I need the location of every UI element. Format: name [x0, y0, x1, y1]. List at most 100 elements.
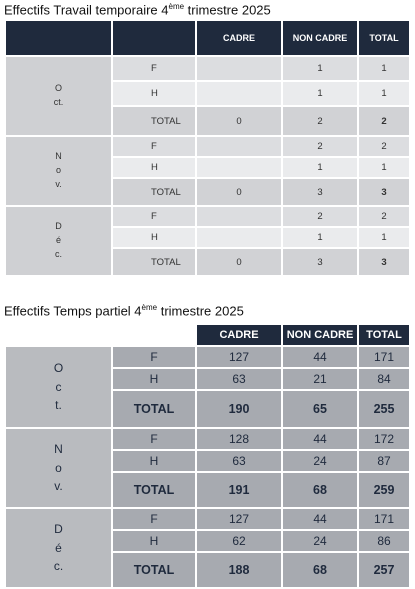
non-cadre-value: 24	[283, 531, 359, 553]
cadre-value: 63	[197, 451, 283, 473]
row-label: H	[113, 228, 197, 249]
month-cell: Déc.	[6, 207, 113, 277]
month-cell: Oct.	[6, 57, 113, 137]
non-cadre-value: 68	[283, 473, 359, 509]
row-label: F	[113, 57, 197, 82]
table-row: Déc. F 2 2	[6, 207, 411, 277]
row-label: H	[113, 82, 197, 107]
table-row: Nov. F 128 44 172	[6, 429, 411, 509]
total-value: 2	[359, 107, 411, 137]
total-value: 1	[359, 158, 411, 179]
row-label: H	[113, 369, 197, 391]
non-cadre-value: 3	[283, 179, 359, 207]
total-value: 86	[359, 531, 411, 553]
table-row: H 1 1	[6, 228, 411, 249]
row-label: F	[113, 347, 197, 369]
header-total: TOTAL	[359, 325, 411, 347]
row-label: TOTAL	[113, 473, 197, 509]
cadre-value: 62	[197, 531, 283, 553]
header-blank-type	[113, 21, 197, 57]
cadre-value: 0	[197, 179, 283, 207]
total-value: 1	[359, 57, 411, 82]
total-value: 87	[359, 451, 411, 473]
header-row: CADRE NON CADRE TOTAL	[6, 325, 411, 347]
header-row: CADRE NON CADRE TOTAL	[6, 21, 411, 57]
table-row: Nov. F 2 2	[6, 137, 411, 207]
cadre-value: 128	[197, 429, 283, 451]
row-label: TOTAL	[113, 107, 197, 137]
cadre-value: 190	[197, 391, 283, 429]
non-cadre-value: 1	[283, 228, 359, 249]
row-label: TOTAL	[113, 249, 197, 277]
cadre-value: 191	[197, 473, 283, 509]
month-label: Oct.	[53, 83, 64, 107]
cadre-value: 0	[197, 249, 283, 277]
table-row: Déc. F 127 44 171	[6, 509, 411, 589]
total-value: 255	[359, 391, 411, 429]
non-cadre-value: 24	[283, 451, 359, 473]
part-time-table: CADRE NON CADRE TOTAL Oct. F 127 44 171 …	[6, 325, 411, 589]
non-cadre-value: 3	[283, 249, 359, 277]
non-cadre-value: 65	[283, 391, 359, 429]
table1-title: Effectifs Travail temporaire 4ème trimes…	[4, 2, 271, 17]
header-blank-month	[6, 325, 113, 347]
non-cadre-value: 1	[283, 57, 359, 82]
total-value: 257	[359, 553, 411, 589]
table1-title-end: trimestre 2025	[184, 2, 271, 18]
table-row: H 1 1	[6, 158, 411, 179]
row-label: F	[113, 429, 197, 451]
total-row: TOTAL 0 2 2	[6, 107, 411, 137]
table-row: Oct. F 127 44 171	[6, 347, 411, 429]
total-row: TOTAL 0 3 3	[6, 249, 411, 277]
month-label: Nov.	[54, 442, 63, 494]
table-row: H 62 24 86	[6, 531, 411, 553]
non-cadre-value: 44	[283, 347, 359, 369]
month-label: Oct.	[53, 361, 64, 413]
cadre-value	[197, 57, 283, 82]
header-total: TOTAL	[359, 21, 411, 57]
month-label: Déc.	[53, 522, 64, 574]
table1-title-main: Effectifs Travail temporaire 4	[4, 2, 169, 18]
cadre-value: 188	[197, 553, 283, 589]
total-value: 1	[359, 82, 411, 107]
row-label: F	[113, 207, 197, 228]
table-row: H 63 21 84	[6, 369, 411, 391]
total-value: 2	[359, 207, 411, 228]
temporary-work-table: CADRE NON CADRE TOTAL Oct. F 1 1 H 1 1 T…	[6, 21, 411, 277]
total-value: 259	[359, 473, 411, 509]
total-value: 3	[359, 249, 411, 277]
total-value: 171	[359, 347, 411, 369]
row-label: H	[113, 531, 197, 553]
row-label: H	[113, 451, 197, 473]
non-cadre-value: 1	[283, 82, 359, 107]
header-cadre: CADRE	[197, 21, 283, 57]
table-row: H 63 24 87	[6, 451, 411, 473]
cadre-value: 0	[197, 107, 283, 137]
total-value: 171	[359, 509, 411, 531]
cadre-value	[197, 82, 283, 107]
total-value: 172	[359, 429, 411, 451]
total-value: 1	[359, 228, 411, 249]
row-label: TOTAL	[113, 553, 197, 589]
total-row: TOTAL 191 68 259	[6, 473, 411, 509]
row-label: TOTAL	[113, 179, 197, 207]
total-value: 84	[359, 369, 411, 391]
table2-title-sup: ème	[141, 303, 158, 312]
total-row: TOTAL 0 3 3	[6, 179, 411, 207]
non-cadre-value: 44	[283, 429, 359, 451]
row-label: F	[113, 137, 197, 158]
non-cadre-value: 44	[283, 509, 359, 531]
table-row: Oct. F 1 1	[6, 57, 411, 137]
row-label: H	[113, 158, 197, 179]
month-cell: Nov.	[6, 137, 113, 207]
non-cadre-value: 68	[283, 553, 359, 589]
cadre-value: 127	[197, 509, 283, 531]
table1-title-sup: ème	[168, 2, 185, 11]
cadre-value	[197, 158, 283, 179]
total-value: 3	[359, 179, 411, 207]
month-cell: Oct.	[6, 347, 113, 429]
header-blank-month	[6, 21, 113, 57]
header-non-cadre: NON CADRE	[283, 21, 359, 57]
non-cadre-value: 1	[283, 158, 359, 179]
non-cadre-value: 21	[283, 369, 359, 391]
